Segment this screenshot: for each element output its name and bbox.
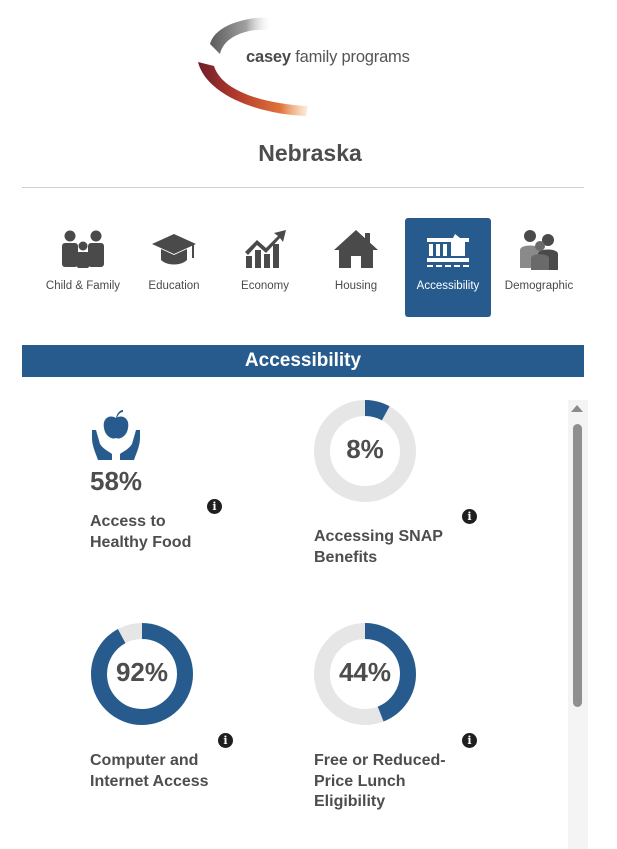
info-icon[interactable]: i <box>207 499 222 514</box>
snap-label: Accessing SNAP Benefits <box>314 528 443 566</box>
lunch-value: 44% <box>338 657 392 687</box>
economy-chart-icon <box>245 230 286 268</box>
info-icon[interactable]: i <box>218 733 233 748</box>
donut-fill <box>314 623 416 725</box>
internet-donut-chart <box>91 623 193 725</box>
house-icon <box>334 230 378 268</box>
tab-label: Education <box>148 280 200 292</box>
accessibility-building-icon <box>427 234 469 267</box>
family-icon <box>62 230 104 268</box>
tab-economy[interactable]: Economy <box>222 218 308 317</box>
snap-value: 8% <box>346 434 384 464</box>
snap-donut-chart <box>314 400 416 502</box>
tab-accessibility[interactable]: Accessibility <box>405 218 491 317</box>
scrollbar-thumb[interactable] <box>573 424 582 707</box>
header-divider <box>22 187 584 188</box>
healthy-food-value: 58% <box>90 466 143 496</box>
tab-education[interactable]: Education <box>131 218 217 317</box>
category-tabs: Child & Family Education Economy <box>40 218 590 318</box>
scroll-up-arrow-icon[interactable] <box>571 405 583 412</box>
casey-family-programs-logo: casey family programs <box>196 14 424 118</box>
donut-fill <box>91 623 193 725</box>
logo-text: casey family programs <box>246 48 410 66</box>
logo-swoosh-icon <box>198 17 308 116</box>
healthy-food-label: Access to Healthy Food <box>90 513 192 551</box>
tab-label: Economy <box>241 280 289 292</box>
apple-hands-icon <box>92 410 140 460</box>
tab-child-family[interactable]: Child & Family <box>40 218 126 317</box>
graduation-cap-icon <box>152 234 196 265</box>
donut-fill <box>314 400 416 502</box>
tab-label: Accessibility <box>416 280 480 292</box>
page-title: Nebraska <box>258 140 362 166</box>
tab-label: Demographic <box>504 280 574 292</box>
internet-value: 92% <box>115 657 169 687</box>
tab-demographic[interactable]: Demographic <box>496 218 582 317</box>
lunch-label: Free or Reduced- Price Lunch Eligibility <box>314 752 446 810</box>
lunch-donut-chart <box>314 623 416 725</box>
demographic-people-icon <box>520 230 558 270</box>
info-icon[interactable]: i <box>462 509 477 524</box>
info-icon[interactable]: i <box>462 733 477 748</box>
tab-label: Child & Family <box>45 280 121 292</box>
section-title-bar: Accessibility <box>22 345 584 377</box>
tab-housing[interactable]: Housing <box>313 218 399 317</box>
internet-label: Computer and Internet Access <box>90 752 209 790</box>
tab-label: Housing <box>334 280 378 292</box>
